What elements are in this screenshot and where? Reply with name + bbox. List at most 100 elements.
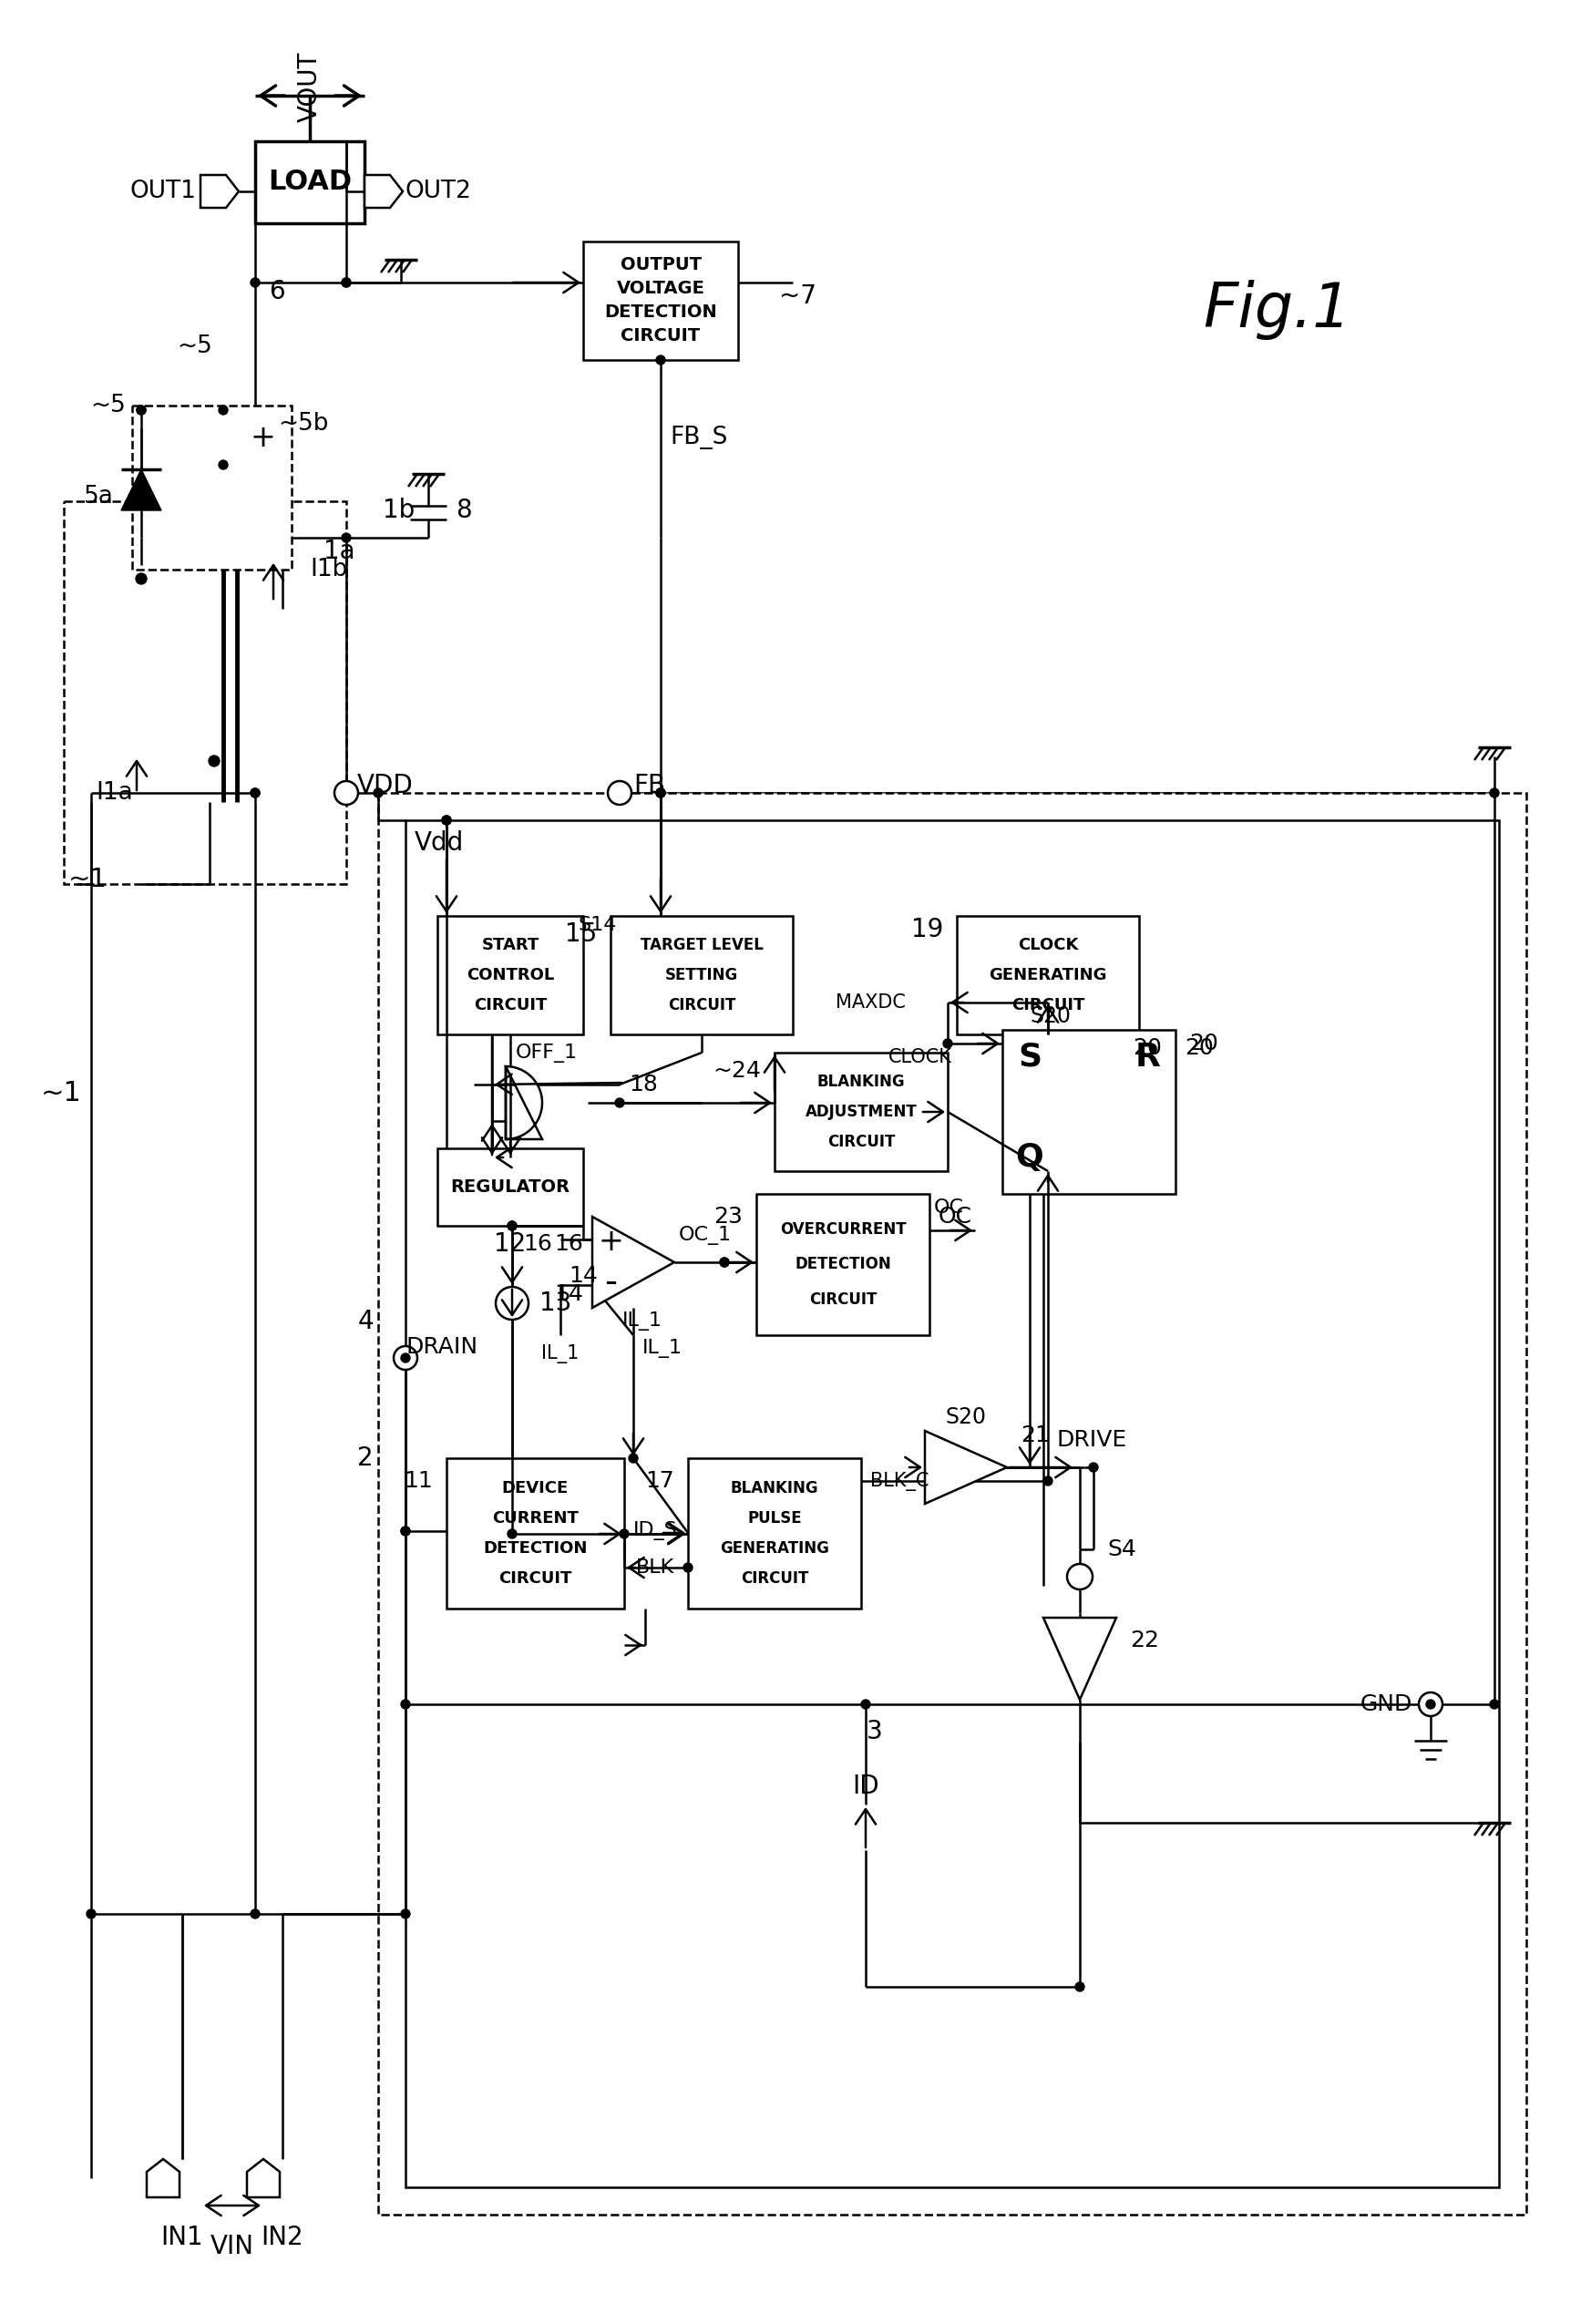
Circle shape: [137, 407, 146, 414]
Bar: [132, 407, 291, 569]
Bar: [406, 820, 1499, 2187]
Circle shape: [442, 816, 452, 825]
Circle shape: [342, 279, 352, 288]
Bar: [775, 1053, 948, 1171]
Text: IN1: IN1: [161, 2224, 204, 2250]
Text: ID: ID: [853, 1773, 880, 1799]
Text: OC: OC: [934, 1199, 964, 1218]
Polygon shape: [1044, 1618, 1117, 1699]
Circle shape: [342, 532, 352, 541]
Circle shape: [218, 407, 228, 414]
Circle shape: [334, 781, 358, 804]
Text: IN2: IN2: [261, 2224, 304, 2250]
Text: CIRCUIT: CIRCUIT: [620, 328, 700, 344]
Circle shape: [442, 816, 452, 825]
Text: 18: 18: [628, 1074, 657, 1095]
Text: DEVICE: DEVICE: [503, 1480, 568, 1497]
Circle shape: [208, 755, 220, 767]
Text: SETTING: SETTING: [665, 967, 738, 983]
Text: BLANKING: BLANKING: [818, 1074, 905, 1090]
Text: OVERCURRENT: OVERCURRENT: [780, 1220, 905, 1236]
Text: BLK: BLK: [636, 1559, 675, 1576]
Text: GND: GND: [1360, 1694, 1413, 1715]
Bar: [379, 792, 1526, 2215]
Circle shape: [508, 1220, 517, 1229]
Text: CONTROL: CONTROL: [466, 967, 554, 983]
Text: 8: 8: [455, 497, 471, 523]
Text: DRAIN: DRAIN: [406, 1336, 477, 1357]
Text: DRIVE: DRIVE: [1056, 1429, 1128, 1450]
Polygon shape: [924, 1432, 1007, 1504]
Bar: [438, 1148, 584, 1225]
Text: IL_1: IL_1: [622, 1313, 662, 1332]
Polygon shape: [364, 174, 403, 207]
Text: PULSE: PULSE: [748, 1511, 802, 1527]
Circle shape: [496, 1287, 528, 1320]
Text: 11: 11: [404, 1471, 433, 1492]
Text: OC_1: OC_1: [679, 1225, 732, 1243]
Bar: [956, 916, 1139, 1034]
Text: Fig.1: Fig.1: [1203, 279, 1351, 339]
Bar: [447, 1457, 624, 1608]
Text: ID_S: ID_S: [633, 1522, 678, 1541]
Bar: [611, 916, 792, 1034]
Text: CLOCK: CLOCK: [888, 1048, 951, 1067]
Polygon shape: [506, 1067, 543, 1139]
Circle shape: [1426, 1699, 1435, 1708]
Text: 5a: 5a: [84, 486, 115, 509]
Circle shape: [137, 407, 146, 414]
Text: BLK_C: BLK_C: [870, 1471, 929, 1490]
Polygon shape: [592, 1218, 675, 1308]
Circle shape: [655, 788, 665, 797]
Text: 20: 20: [1185, 1037, 1214, 1060]
Bar: [584, 242, 738, 360]
Text: GENERATING: GENERATING: [990, 967, 1107, 983]
Text: MAXDC: MAXDC: [835, 992, 905, 1011]
Text: S20: S20: [945, 1406, 986, 1429]
Text: 22: 22: [1130, 1629, 1160, 1652]
Circle shape: [655, 788, 665, 797]
Text: CIRCUIT: CIRCUIT: [474, 997, 547, 1013]
Text: IL_1: IL_1: [541, 1343, 579, 1362]
Bar: [438, 916, 584, 1034]
Circle shape: [251, 1910, 259, 1917]
Text: 3: 3: [867, 1720, 883, 1745]
Text: CIRCUIT: CIRCUIT: [498, 1571, 573, 1587]
Circle shape: [1076, 1982, 1085, 1992]
Text: 23: 23: [714, 1206, 743, 1227]
Circle shape: [655, 356, 665, 365]
Text: Vdd: Vdd: [415, 830, 465, 855]
Circle shape: [508, 1529, 517, 1538]
Bar: [687, 1457, 861, 1608]
Text: 13: 13: [539, 1290, 571, 1315]
Text: DETECTION: DETECTION: [605, 304, 718, 321]
Text: 20: 20: [1188, 1032, 1219, 1055]
Text: OFF_1: OFF_1: [515, 1043, 578, 1062]
Text: 14: 14: [554, 1283, 584, 1306]
Circle shape: [655, 788, 665, 797]
Text: CIRCUIT: CIRCUIT: [668, 997, 735, 1013]
Text: ~5: ~5: [91, 393, 126, 418]
Text: FB_S: FB_S: [670, 425, 727, 449]
Text: LOAD: LOAD: [267, 170, 352, 195]
Text: S20: S20: [1029, 1006, 1071, 1027]
Circle shape: [608, 781, 632, 804]
Circle shape: [719, 1257, 729, 1267]
Text: 20: 20: [1133, 1037, 1161, 1060]
Text: 16: 16: [554, 1234, 584, 1255]
Text: VDD: VDD: [358, 774, 414, 799]
Text: S14: S14: [579, 916, 617, 934]
Circle shape: [342, 279, 352, 288]
Text: CIRCUIT: CIRCUIT: [808, 1292, 877, 1308]
Text: TARGET LEVEL: TARGET LEVEL: [640, 937, 764, 953]
Text: R: R: [1136, 1041, 1161, 1074]
Text: ~24: ~24: [713, 1060, 760, 1081]
Text: I1b: I1b: [310, 558, 347, 581]
Circle shape: [719, 1257, 729, 1267]
Text: S4: S4: [1107, 1538, 1136, 1559]
Text: 1b: 1b: [383, 497, 415, 523]
Text: OC: OC: [939, 1206, 972, 1227]
Circle shape: [943, 1039, 953, 1048]
Text: +: +: [598, 1227, 624, 1257]
Bar: [756, 1195, 929, 1336]
